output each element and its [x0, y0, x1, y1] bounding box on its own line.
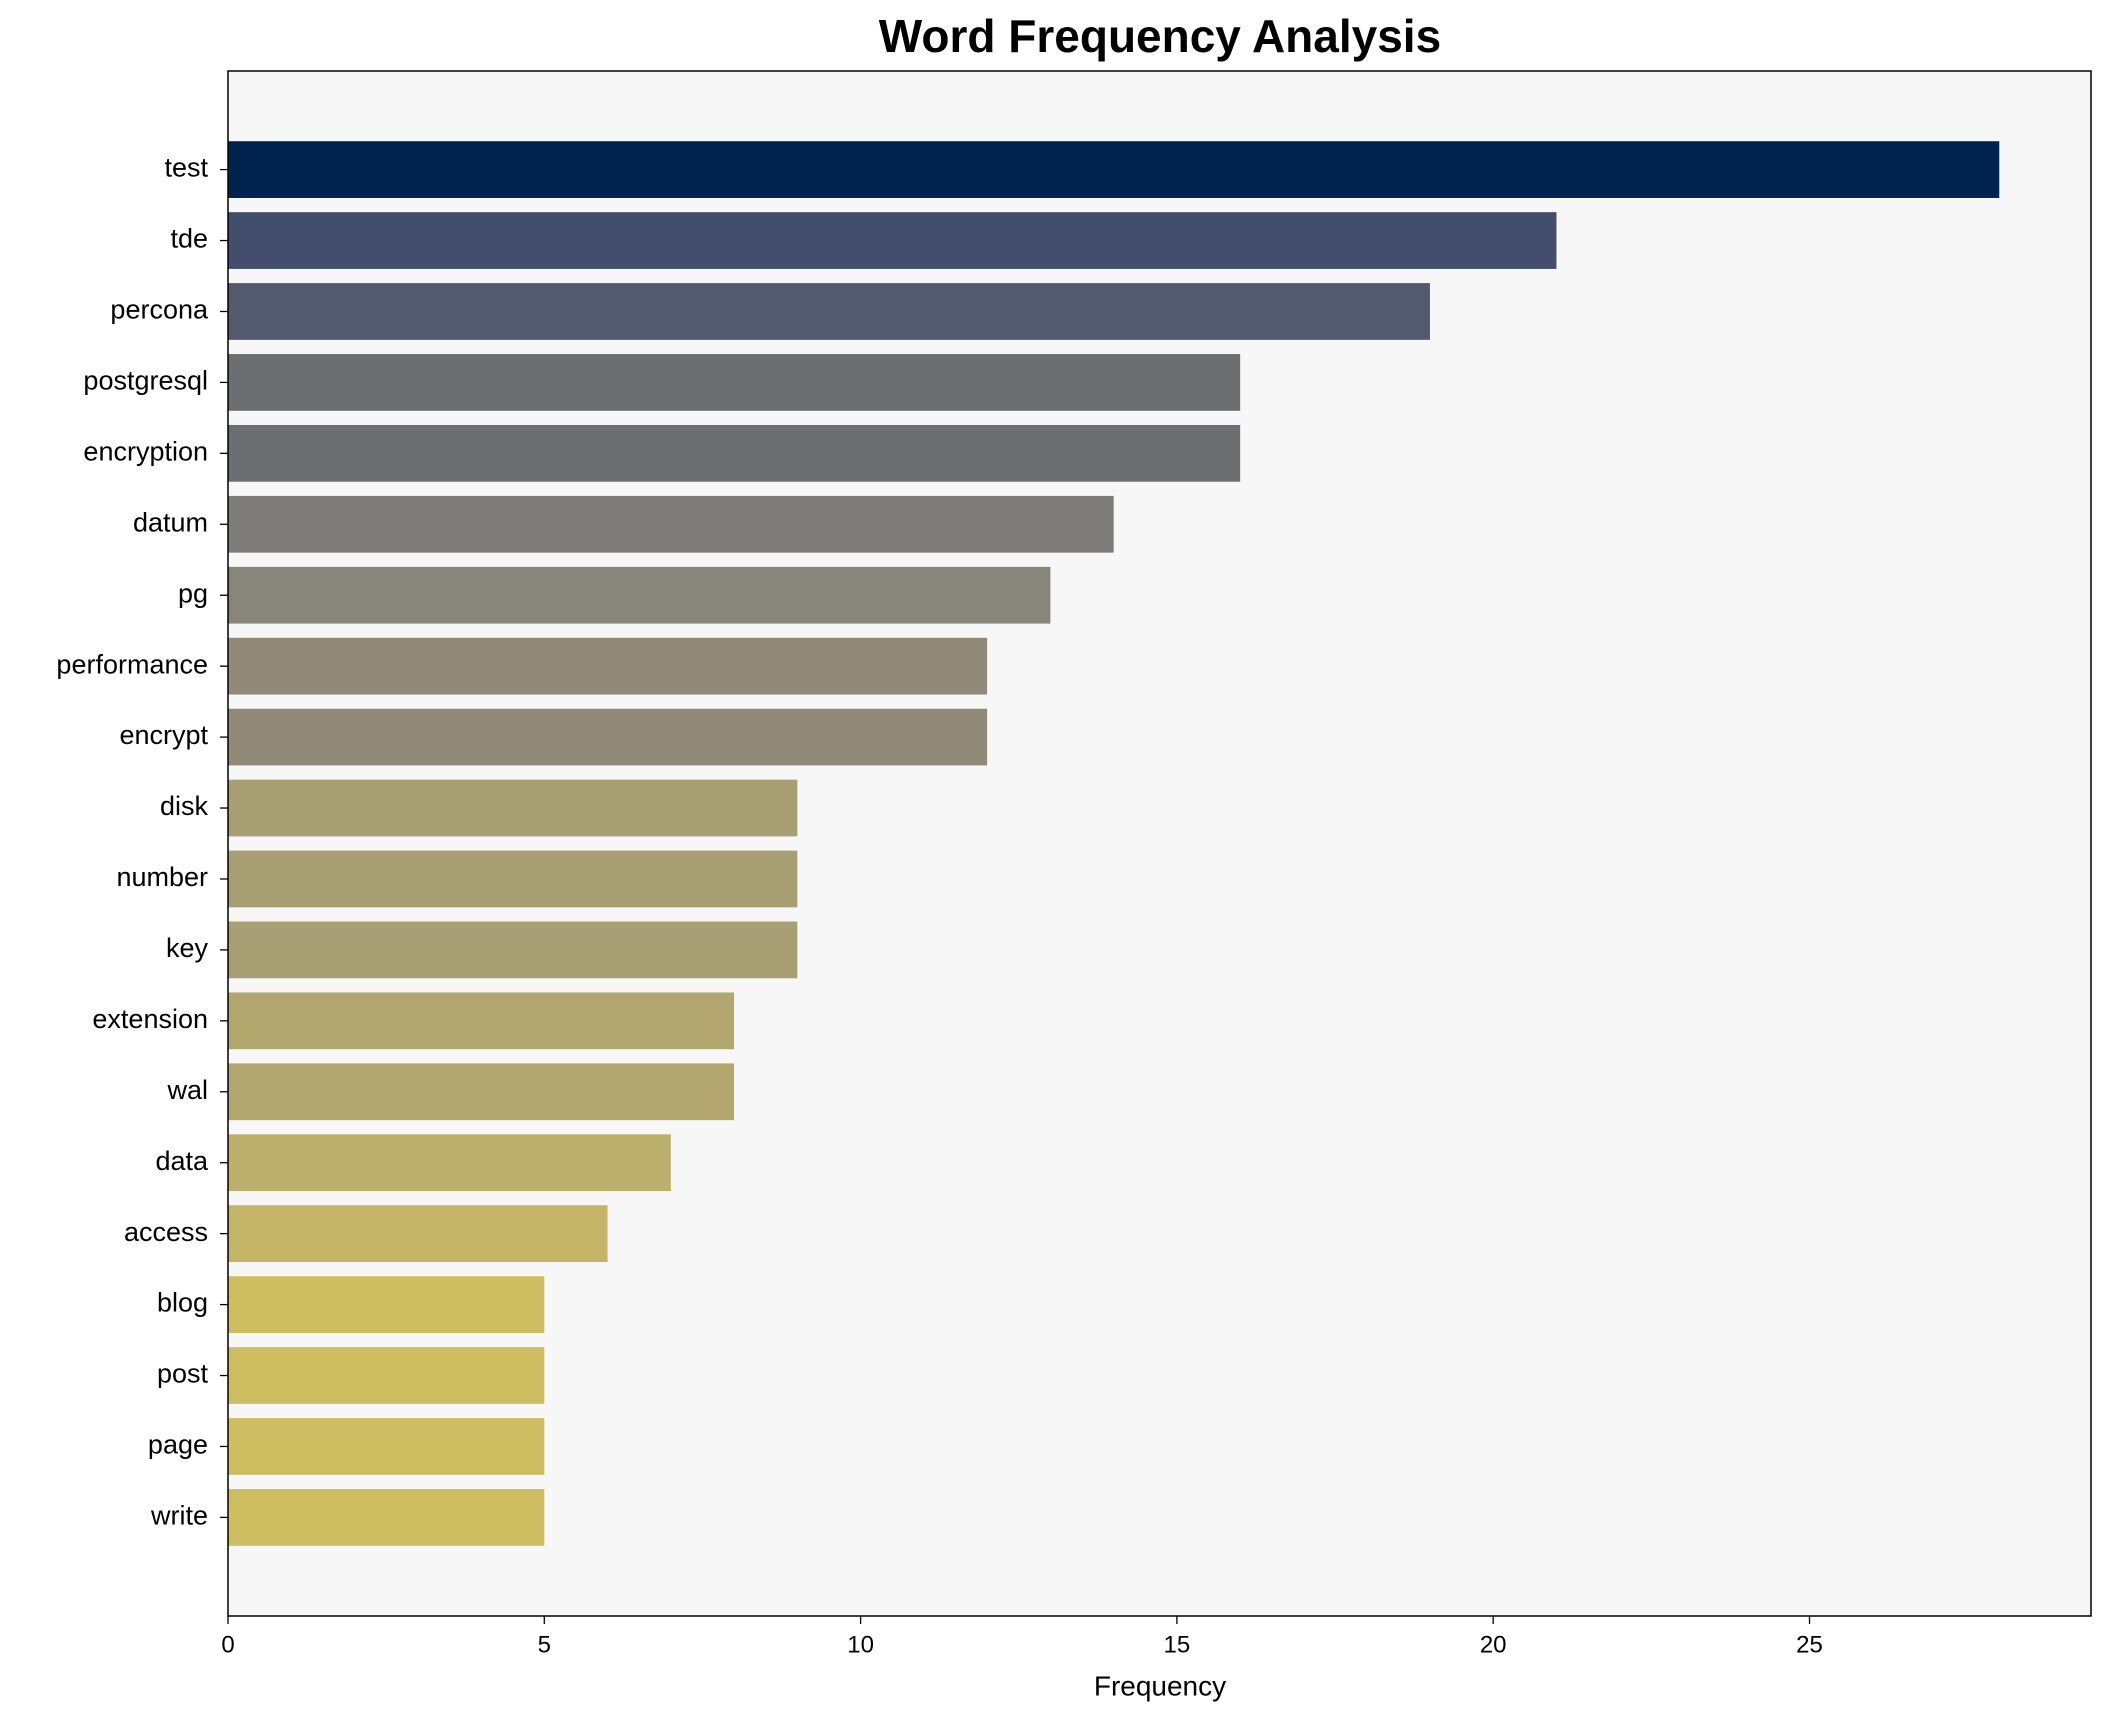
bar	[228, 921, 798, 979]
bar	[228, 495, 1114, 553]
bar	[228, 283, 1430, 340]
x-tick-label: 10	[847, 1631, 874, 1658]
bar	[228, 779, 798, 837]
y-tick-label: number	[116, 862, 208, 892]
bar	[228, 1347, 545, 1404]
y-tick-label: wal	[166, 1075, 208, 1105]
x-tick-label: 15	[1164, 1631, 1191, 1658]
bar	[228, 708, 988, 766]
bar	[228, 212, 1557, 269]
bar	[228, 424, 1241, 482]
y-tick-label: performance	[56, 649, 208, 679]
bar	[228, 1134, 671, 1192]
y-tick-label: datum	[133, 507, 208, 537]
x-tick-label: 25	[1796, 1631, 1823, 1658]
bar	[228, 1205, 608, 1263]
y-tick-label: encryption	[83, 436, 208, 466]
y-tick-label: post	[157, 1359, 209, 1389]
bar	[228, 992, 735, 1050]
y-tick-label: write	[150, 1501, 208, 1531]
x-axis-label: Frequency	[1094, 1670, 1226, 1701]
bar	[228, 850, 798, 908]
bar	[228, 1489, 545, 1546]
bar	[228, 566, 1051, 624]
y-tick-label: test	[164, 153, 208, 183]
y-tick-label: blog	[157, 1288, 208, 1318]
y-tick-label: disk	[160, 791, 209, 821]
bar	[228, 354, 1241, 411]
chart-title: Word Frequency Analysis	[879, 10, 1441, 62]
x-tick-label: 20	[1480, 1631, 1507, 1658]
x-tick-label: 5	[538, 1631, 551, 1658]
y-tick-label: page	[148, 1430, 208, 1460]
y-tick-label: access	[124, 1217, 208, 1247]
y-tick-label: postgresql	[83, 366, 208, 396]
y-tick-label: key	[166, 933, 209, 963]
bar	[228, 1063, 735, 1121]
plot-frame	[227, 70, 2092, 1617]
y-tick-label: pg	[178, 578, 208, 608]
bar	[228, 1418, 545, 1475]
y-tick-label: percona	[110, 295, 209, 325]
y-tick-label: encrypt	[119, 720, 208, 750]
bar	[228, 141, 2000, 198]
x-tick-label: 0	[221, 1631, 234, 1658]
y-tick-label: extension	[92, 1004, 208, 1034]
y-tick-label: data	[155, 1146, 209, 1176]
bar	[228, 637, 988, 695]
y-tick-label: tde	[170, 224, 208, 254]
bar	[228, 1276, 545, 1333]
